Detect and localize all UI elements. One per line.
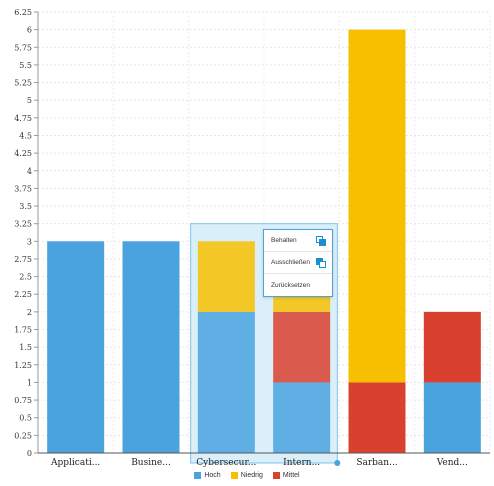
legend: Hoch Niedrig Mittel (0, 472, 494, 479)
legend-item-hoch[interactable]: Hoch (194, 472, 221, 479)
y-tick-label: 1.25 (14, 361, 32, 370)
legend-label-hoch: Hoch (204, 472, 221, 479)
y-tick-label: 0 (27, 449, 32, 458)
bar-hoch[interactable] (122, 241, 180, 453)
x-tick-label: Applicati... (50, 458, 100, 468)
x-tick-label: Sarban... (356, 458, 397, 468)
y-axis: 0 0.25 0.5 0.75 1 1.25 1.5 1.75 2 2.25 2.5 2.75 3 3.2… (14, 8, 39, 458)
y-tick-label: 5.5 (19, 61, 32, 70)
bar-niedrig[interactable] (197, 241, 255, 312)
y-tick-label: 6 (27, 26, 32, 35)
keep-label: Behalten (271, 237, 297, 244)
exclude-menu-item[interactable]: Ausschließen (264, 252, 332, 274)
bar-mittel[interactable] (423, 311, 481, 383)
y-tick-label: 0.5 (19, 414, 32, 423)
exclude-label: Ausschließen (271, 259, 311, 266)
reset-menu-item[interactable]: Zurücksetzen (264, 274, 332, 296)
y-tick-label: 4.75 (14, 114, 32, 123)
grid-lines (38, 11, 491, 453)
y-tick-label: 3.75 (14, 184, 32, 193)
x-tick-label: Intern... (283, 458, 320, 468)
x-tick-label: Vend... (436, 458, 468, 468)
x-axis: Applicati... Busine... Cybersecur... Intern… (38, 452, 490, 468)
y-tick-label: 2.5 (19, 273, 32, 282)
legend-swatch-hoch (194, 472, 202, 479)
y-tick-label: 5 (27, 96, 32, 105)
y-tick-label: 1 (27, 378, 32, 387)
bar-hoch[interactable] (197, 311, 255, 453)
legend-swatch-niedrig (230, 472, 238, 479)
keep-menu-item[interactable]: Behalten (264, 230, 332, 252)
y-tick-label: 4 (27, 167, 32, 176)
y-tick-label: 1.75 (14, 326, 32, 335)
y-tick-label: 3.5 (19, 202, 32, 211)
selection-resize-handle[interactable] (334, 460, 341, 466)
legend-item-mittel[interactable]: Mittel (272, 472, 300, 479)
y-tick-label: 4.25 (14, 149, 32, 158)
y-tick-label: 5.25 (14, 79, 32, 88)
y-tick-label: 6.25 (14, 8, 32, 17)
y-tick-label: 2 (27, 308, 32, 317)
x-tick-label: Cybersecur... (196, 458, 256, 468)
bar-mittel[interactable] (273, 311, 331, 383)
bar-mittel[interactable] (348, 382, 406, 453)
legend-swatch-mittel (272, 472, 280, 479)
y-tick-label: 2.75 (14, 255, 32, 264)
bar-hoch[interactable] (273, 382, 331, 453)
bar-hoch[interactable] (423, 382, 481, 453)
y-tick-label: 4.5 (19, 131, 32, 140)
y-tick-label: 1.5 (19, 343, 32, 352)
reset-label: Zurücksetzen (271, 281, 311, 289)
exclude-icon (316, 257, 326, 268)
legend-item-niedrig[interactable]: Niedrig (230, 472, 263, 479)
y-tick-label: 3.25 (14, 220, 32, 229)
bar-hoch[interactable] (47, 241, 105, 453)
bar-niedrig[interactable] (348, 29, 406, 383)
y-tick-label: 0.25 (14, 431, 32, 440)
keep-icon (316, 235, 326, 246)
y-tick-label: 5.75 (14, 43, 32, 52)
selection-context-menu: Behalten Ausschließen Zurücksetzen (263, 229, 333, 297)
y-tick-label: 2.25 (14, 290, 32, 299)
y-tick-label: 3 (27, 237, 32, 246)
legend-label-niedrig: Niedrig (240, 472, 263, 479)
legend-label-mittel: Mittel (282, 472, 300, 479)
x-tick-label: Busine... (131, 458, 171, 468)
y-tick-label: 0.75 (14, 396, 32, 405)
